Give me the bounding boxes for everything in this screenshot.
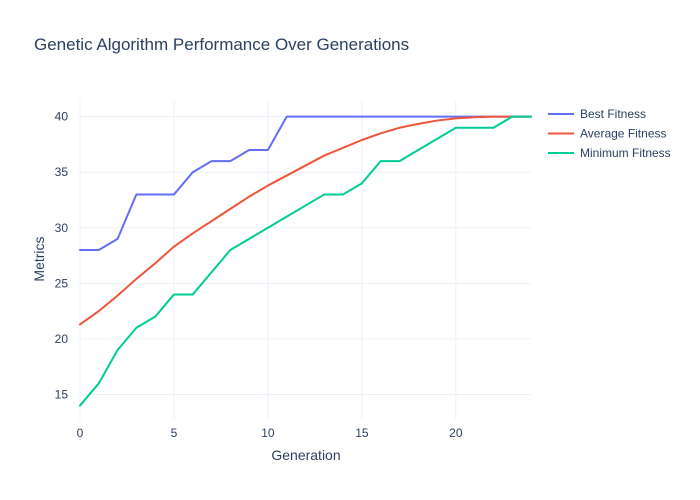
x-axis-title: Generation (271, 447, 340, 463)
y-axis-title: Metrics (31, 236, 47, 281)
legend-label: Best Fitness (580, 107, 646, 121)
series-line-2 (79, 115, 532, 407)
axis-ticks: 0 5 10 15 20 15 20 25 30 35 40 (55, 110, 463, 440)
y-tick-label: 40 (55, 110, 69, 124)
legend-item[interactable]: Average Fitness (548, 127, 667, 141)
x-tick-label: 10 (261, 426, 275, 440)
x-tick-label: 5 (171, 426, 178, 440)
x-tick-label: 20 (449, 426, 463, 440)
chart-title: Genetic Algorithm Performance Over Gener… (34, 35, 409, 54)
series-line-1 (79, 115, 532, 326)
legend-label: Minimum Fitness (580, 146, 671, 160)
grid (79, 100, 531, 420)
series-lines (79, 115, 532, 407)
legend-item[interactable]: Best Fitness (548, 107, 646, 121)
y-tick-label: 20 (55, 332, 69, 346)
series-line-0 (79, 115, 532, 251)
x-tick-label: 15 (355, 426, 369, 440)
legend-label: Average Fitness (580, 127, 667, 141)
y-tick-label: 25 (55, 276, 69, 290)
x-tick-label: 0 (77, 426, 84, 440)
y-tick-label: 35 (55, 165, 69, 179)
y-tick-label: 30 (55, 221, 69, 235)
y-tick-label: 15 (55, 387, 69, 401)
legend[interactable]: Best Fitness Average Fitness Minimum Fitne… (548, 107, 671, 160)
legend-item[interactable]: Minimum Fitness (548, 146, 671, 160)
